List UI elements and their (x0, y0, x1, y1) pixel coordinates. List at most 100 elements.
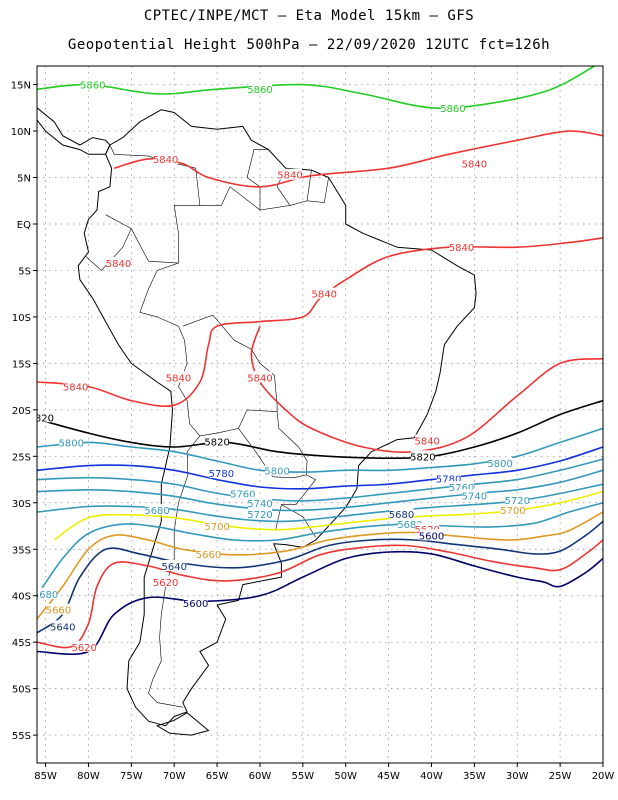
country-border (178, 340, 201, 437)
contour-label-bg (488, 456, 513, 468)
contour-label: 5820 (410, 452, 435, 463)
contour-label-bg (153, 152, 178, 164)
contour-label-bg (183, 597, 208, 609)
lat-tick-label: 30S (12, 499, 31, 510)
contour-label: 5860 (440, 104, 465, 115)
contour-label-bg (37, 587, 58, 599)
contour-label: 5700 (204, 522, 229, 533)
lat-tick-label: 25S (12, 452, 31, 463)
contour-label-bg (166, 371, 191, 383)
contour-5800 (37, 427, 603, 473)
lat-tick-label: 15S (12, 359, 31, 370)
country-border (199, 186, 261, 211)
lat-tick-label: 15N (11, 81, 31, 92)
contour-label: 5680 (33, 590, 58, 601)
contour-label: 5680 (389, 510, 414, 521)
contour-label-bg (162, 559, 187, 571)
contour-label: 5840 (462, 160, 487, 171)
chart-title-line1: CPTEC/INPE/MCT – Eta Model 15km – GFS (143, 8, 475, 24)
contour-label: 5740 (247, 499, 272, 510)
contour-label-bg (247, 496, 272, 508)
country-border (148, 435, 201, 708)
lat-tick-label: 5S (18, 266, 31, 277)
lon-tick-label: 20W (592, 771, 615, 782)
lon-tick-label: 45W (377, 771, 400, 782)
lon-tick-label: 55W (292, 771, 315, 782)
contour-label-bg (59, 436, 84, 448)
contour-label: 5800 (264, 466, 289, 477)
contour-label-bg (410, 450, 435, 462)
contour-label-bg (37, 411, 54, 423)
contour-label-bg (312, 287, 337, 299)
contour-label: 5780 (209, 469, 234, 480)
contour-label-bg (415, 522, 440, 534)
contour-label: 5780 (436, 475, 461, 486)
contour-label: 5680 (397, 520, 422, 531)
lon-tick-label: 75W (120, 771, 143, 782)
contour-label-bg (415, 434, 440, 446)
plot-frame (36, 65, 604, 764)
lon-tick-label: 70W (163, 771, 186, 782)
contour-label: 5840 (247, 373, 272, 384)
lat-tick-label: 50S (12, 685, 31, 696)
contour-5600 (37, 550, 603, 656)
contour-label: 5860 (80, 81, 105, 92)
contour-label: 5720 (505, 496, 530, 507)
contour-label-bg (500, 504, 525, 516)
lon-tick-label: 65W (206, 771, 229, 782)
contour-label-bg (145, 504, 170, 516)
contour-label-bg (196, 547, 221, 559)
contour-label: 5620 (71, 643, 96, 654)
contour-label-bg (106, 257, 131, 269)
contour-label: 5740 (462, 491, 487, 502)
contour-label: 5820 (204, 437, 229, 448)
lat-tick-label: 5N (17, 174, 31, 185)
contour-label-bg (247, 371, 272, 383)
contour-label-bg (230, 487, 255, 499)
contour-5720 (37, 483, 603, 523)
lon-tick-label: 85W (34, 771, 57, 782)
lat-lon-grid (37, 66, 604, 763)
contour-label-bg (153, 575, 178, 587)
contour-label-bg (449, 480, 474, 492)
contour-label: 5660 (46, 606, 71, 617)
contour-label-bg (46, 603, 71, 615)
contour-label-bg (209, 467, 234, 479)
contour-5660 (37, 511, 603, 620)
lon-tick-label: 40W (420, 771, 443, 782)
contour-label-bg (80, 78, 105, 90)
lat-tick-label: 45S (12, 638, 31, 649)
contour-layer (37, 66, 603, 656)
contour-label-bg (505, 493, 530, 505)
country-border (139, 262, 185, 341)
country-border (307, 177, 329, 203)
lon-tick-label: 60W (249, 771, 272, 782)
lat-tick-label: 20S (12, 406, 31, 417)
south-america-coastline (77, 109, 477, 727)
contour-label: 5860 (247, 85, 272, 96)
tierra-del-fuego-coastline (155, 712, 210, 736)
lat-tick-label: 55S (12, 731, 31, 742)
coastline-layer (37, 107, 477, 736)
contour-5760 (37, 458, 603, 502)
country-border (281, 504, 316, 538)
lon-tick-label: 35W (463, 771, 486, 782)
contour-label: 5640 (161, 562, 186, 573)
lon-tick-label: 30W (506, 771, 529, 782)
contour-label-bg (72, 640, 97, 652)
contour-label-bg (436, 472, 461, 484)
contour-label-bg (449, 241, 474, 253)
lat-tick-label: 10N (11, 127, 31, 138)
contour-5640 (37, 520, 603, 634)
contour-label-bg (277, 168, 302, 180)
contour-label-bg (398, 518, 423, 530)
contour-label-bg (205, 520, 230, 532)
lon-tick-label: 50W (334, 771, 357, 782)
contour-label-bg (63, 380, 88, 392)
contour-5740 (37, 469, 603, 512)
country-border (182, 314, 278, 412)
lon-tick-label: 25W (549, 771, 572, 782)
contour-5620 (37, 539, 603, 649)
contour-label-bg (247, 507, 272, 519)
